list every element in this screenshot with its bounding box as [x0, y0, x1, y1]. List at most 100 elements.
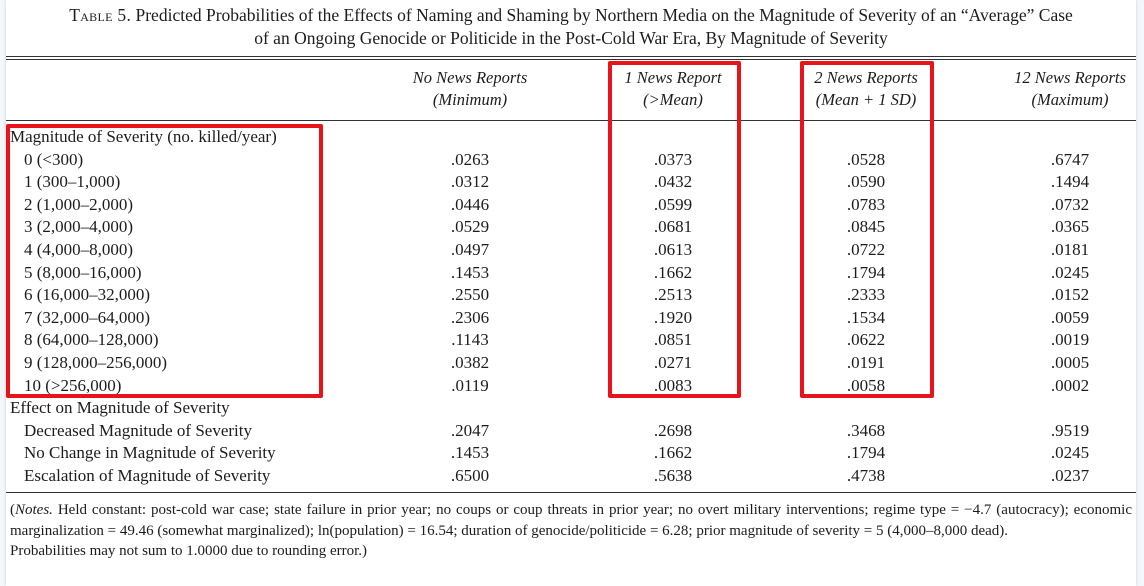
table-cell: .1494 [1050, 172, 1090, 192]
column-header-line-1: 12 News Reports [1014, 68, 1126, 87]
table-cell: .1143 [451, 330, 489, 350]
table-label: Table 5. [69, 5, 132, 25]
header-rule [6, 120, 1136, 121]
table-cell: .2306 [450, 307, 490, 327]
column-header: 2 News Reports (Mean + 1 SD) [776, 67, 956, 111]
table-cell: .1534 [846, 307, 886, 327]
table-cell: .0528 [846, 149, 886, 169]
table-cell: .0005 [1050, 353, 1090, 372]
section-heading-severity: Magnitude of Severity (no. killed/year) [10, 127, 277, 146]
column-header-line-2: (Maximum) [1031, 90, 1109, 109]
table-cell: .4738 [846, 466, 886, 485]
column-header-line-1: No News Reports [412, 68, 528, 87]
column-header-line-1: 2 News Reports [814, 68, 918, 87]
table-cell: .0681 [653, 217, 693, 237]
table-cell: .0119 [451, 375, 489, 395]
highlight-box-1-news-report [608, 61, 741, 398]
table-notes: (Notes. Held constant: post-cold war cas… [10, 500, 1132, 562]
section-heading-effect: Effect on Magnitude of Severity [10, 398, 230, 418]
table-cell: .1794 [846, 443, 886, 463]
table-cell: .0002 [1050, 375, 1090, 395]
row-label: Escalation of Magnitude of Severity [24, 466, 271, 485]
table-cell: .0446 [450, 194, 490, 214]
table-cell: .0245 [1050, 262, 1090, 282]
column-header-line-1: 1 News Report [624, 68, 722, 87]
table-cell: .0382 [450, 353, 490, 372]
table-cell: .0245 [1050, 443, 1090, 463]
table-cell: .0851 [653, 330, 693, 350]
row-label: No Change in Magnitude of Severity [24, 443, 276, 463]
table-cell: .0432 [653, 172, 693, 192]
row-label: 8 (64,000–128,000) [24, 330, 159, 350]
table-cell: .0058 [846, 375, 886, 395]
table-cell: .1453 [450, 443, 490, 463]
row-label: 3 (2,000–4,000) [24, 217, 134, 237]
table-cell: .0529 [450, 217, 490, 237]
table-cell: .0590 [846, 172, 886, 192]
table-cell: .0181 [1050, 240, 1090, 259]
table-cell: .6500 [450, 466, 490, 485]
table-cell: .0722 [846, 240, 886, 259]
table-cell: .1662 [653, 443, 693, 463]
row-label: 0 (<300) [24, 149, 84, 169]
table-cell: .0732 [1050, 194, 1090, 214]
table-cell: .0271 [653, 353, 693, 372]
notes-label: Notes. [15, 502, 53, 518]
table-cell: .9519 [1050, 420, 1090, 440]
column-header-line-2: (>Mean) [643, 90, 703, 109]
table-cell: .0373 [653, 149, 693, 169]
table-cell: .0152 [1050, 285, 1090, 305]
table-cell: .2333 [846, 285, 886, 305]
highlight-box-2-news-reports [800, 61, 934, 398]
notes-line-2: Probabilities may not sum to 1.0000 due … [10, 543, 368, 559]
table-cell: .6747 [1050, 149, 1090, 169]
table-cell: .0613 [653, 240, 693, 259]
notes-open: ( [10, 502, 15, 518]
table-cell: .1662 [653, 262, 693, 282]
table-cell: .3468 [846, 420, 886, 440]
notes-text: Held constant: post-cold war case; state… [10, 502, 1132, 539]
row-label: 4 (4,000–8,000) [24, 240, 134, 259]
table-cell: .1920 [653, 307, 693, 327]
column-header: 12 News Reports (Maximum) [980, 67, 1144, 111]
row-label: 2 (1,000–2,000) [24, 194, 134, 214]
caption-line-2: of an Ongoing Genocide or Politicide in … [254, 28, 888, 48]
table-cell: .0083 [653, 375, 693, 395]
table-cell: .0845 [846, 217, 886, 237]
table-cell: .0783 [846, 194, 886, 214]
table-cell: .1453 [450, 262, 490, 282]
table-cell: .2698 [653, 420, 693, 440]
row-label: 7 (32,000–64,000) [24, 307, 151, 327]
bottom-rule [6, 492, 1136, 493]
table-cell: .2513 [653, 285, 693, 305]
row-label: 5 (8,000–16,000) [24, 262, 142, 282]
table-cell: .0622 [846, 330, 886, 350]
table-cell: .0237 [1050, 466, 1090, 485]
table-cell: .0019 [1050, 330, 1090, 350]
table-cell: .0191 [846, 353, 886, 372]
top-rule-1 [6, 56, 1136, 57]
table-cell: .1794 [846, 262, 886, 282]
column-header: No News Reports (Minimum) [380, 67, 560, 111]
table-cell: .5638 [653, 466, 693, 485]
row-label: 1 (300–1,000) [24, 172, 121, 192]
table-cell: .2047 [450, 420, 490, 440]
row-label: 9 (128,000–256,000) [24, 353, 168, 372]
table-caption: Table 5. Predicted Probabilities of the … [6, 4, 1136, 50]
column-header-line-2: (Minimum) [432, 90, 508, 109]
table-cell: .0059 [1050, 307, 1090, 327]
table-cell: .0599 [653, 194, 693, 214]
row-label: 10 (>256,000) [24, 375, 122, 395]
table-cell: .0312 [450, 172, 490, 192]
top-rule-2 [6, 59, 1136, 60]
highlight-box-severity-labels [6, 124, 323, 398]
column-header: 1 News Report (>Mean) [583, 67, 763, 111]
table-page: Table 5. Predicted Probabilities of the … [6, 0, 1136, 586]
row-label: 6 (16,000–32,000) [24, 285, 151, 305]
row-label: Decreased Magnitude of Severity [24, 420, 252, 440]
table-cell: .0497 [450, 240, 490, 259]
table-cell: .0263 [450, 149, 490, 169]
table-cell: .0365 [1050, 217, 1090, 237]
table-cell: .2550 [450, 285, 490, 305]
column-header-line-2: (Mean + 1 SD) [815, 90, 917, 109]
